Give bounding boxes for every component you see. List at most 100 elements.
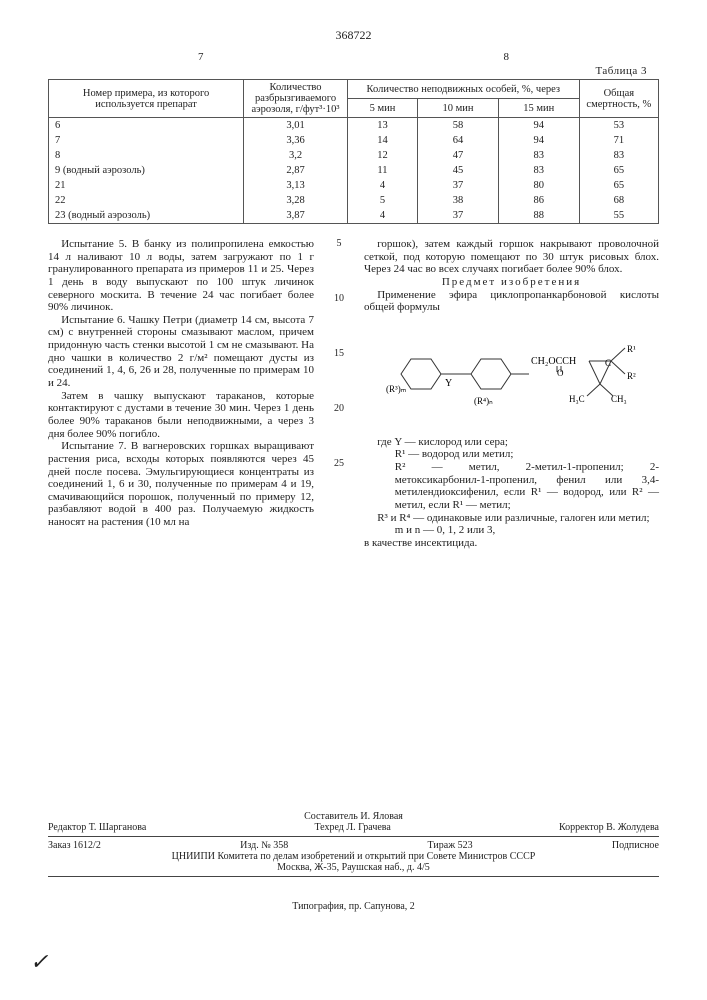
- right-p1: горшок), затем каждый горшок накрывают п…: [364, 238, 659, 276]
- cell: 3,13: [244, 178, 348, 193]
- cell: 23 (водный аэрозоль): [49, 208, 244, 224]
- cell: 11: [347, 163, 417, 178]
- document-footer: Составитель И. Яловая Редактор Т. Шарган…: [48, 811, 659, 880]
- where-r3r4: R³ и R⁴ — одинаковые или различные, гало…: [364, 512, 659, 525]
- body-text: Испытание 5. В банку из полипропилена ем…: [48, 238, 659, 550]
- cell: 14: [347, 133, 417, 148]
- f-y: Y: [445, 378, 452, 389]
- table-row: 223,285388668: [49, 193, 659, 208]
- cell: 6: [49, 118, 244, 134]
- ln-5: 5: [337, 238, 342, 249]
- cell: 37: [418, 178, 499, 193]
- column-numbers: 7 8: [48, 51, 659, 63]
- line-numbers: 5 10 15 20 25: [332, 238, 346, 550]
- ln-10: 10: [334, 293, 344, 304]
- f-ch2occh: CH₂OCCH: [531, 356, 576, 367]
- table-row: 9 (водный аэрозоль)2,8711458365: [49, 163, 659, 178]
- cell: 7: [49, 133, 244, 148]
- editor: Редактор Т. Шарганова: [48, 822, 146, 833]
- cell: 4: [347, 178, 417, 193]
- cell: 37: [418, 208, 499, 224]
- col-7: 7: [198, 51, 204, 63]
- ln-25: 25: [334, 458, 344, 469]
- cell: 86: [498, 193, 579, 208]
- table-row: 63,0113589453: [49, 118, 659, 134]
- where-r2: R² — метил, 2-метил-1-пропенил; 2-метокс…: [364, 461, 659, 512]
- cell: 12: [347, 148, 417, 163]
- table-row: 23 (водный аэрозоль)3,874378855: [49, 208, 659, 224]
- cell: 65: [579, 178, 658, 193]
- document-number: 368722: [48, 28, 659, 43]
- techred: Техред Л. Грачева: [314, 822, 390, 833]
- cell: 68: [579, 193, 658, 208]
- f-r2: R²: [627, 371, 636, 381]
- order-no: Заказ 1612/2: [48, 840, 101, 851]
- cell: 2,87: [244, 163, 348, 178]
- test-6b: Затем в чашку выпускают тараканов, котор…: [48, 390, 314, 441]
- th-15min: 15 мин: [498, 99, 579, 118]
- table-label: Таблица 3: [48, 65, 659, 77]
- invention-subject-head: Предмет изобретения: [364, 276, 659, 289]
- cell: 22: [49, 193, 244, 208]
- table-3: Номер примера, из которого используется …: [48, 79, 659, 224]
- cell: 58: [418, 118, 499, 134]
- cell: 3,01: [244, 118, 348, 134]
- cell: 3,28: [244, 193, 348, 208]
- cell: 45: [418, 163, 499, 178]
- cell: 71: [579, 133, 658, 148]
- th-example: Номер примера, из которого используется …: [83, 88, 209, 110]
- izd-no: Изд. № 358: [240, 840, 288, 851]
- cell: 47: [418, 148, 499, 163]
- cell: 83: [498, 148, 579, 163]
- th-5min: 5 мин: [347, 99, 417, 118]
- test-5: Испытание 5. В банку из полипропилена ем…: [48, 238, 314, 314]
- cell: 4: [347, 208, 417, 224]
- cell: 53: [579, 118, 658, 134]
- org-line-1: ЦНИИПИ Комитета по делам изобретений и о…: [48, 851, 659, 862]
- cell: 3,36: [244, 133, 348, 148]
- th-group-immobile: Количество неподвижных особей, %, через: [367, 84, 561, 95]
- col-8: 8: [504, 51, 510, 63]
- where-mn: m и n — 0, 1, 2 или 3,: [364, 524, 659, 537]
- where-r1: R¹ — водород или метил;: [364, 448, 659, 461]
- f-r1: R¹: [627, 344, 636, 354]
- tirazh: Тираж 523: [428, 840, 473, 851]
- ln-15: 15: [334, 348, 344, 359]
- formula-where: где Y — кислород или сера; R¹ — водород …: [364, 436, 659, 537]
- cell: 94: [498, 118, 579, 134]
- cell: 9 (водный аэрозоль): [49, 163, 244, 178]
- typography: Типография, пр. Сапунова, 2: [0, 901, 707, 912]
- cell: 55: [579, 208, 658, 224]
- f-r3m: (R³)ₘ: [386, 384, 407, 394]
- f-h3c: H₃C: [569, 394, 585, 404]
- cell: 65: [579, 163, 658, 178]
- left-column: Испытание 5. В банку из полипропилена ем…: [48, 238, 314, 550]
- table-row: 83,212478383: [49, 148, 659, 163]
- cell: 21: [49, 178, 244, 193]
- cell: 83: [579, 148, 658, 163]
- table-row: 213,134378065: [49, 178, 659, 193]
- cell: 80: [498, 178, 579, 193]
- as-insecticide: в качестве инсектицида.: [364, 537, 659, 550]
- right-p2: Применение эфира циклопропанкарбоновой к…: [364, 289, 659, 314]
- handwritten-mark: ✓: [30, 949, 48, 975]
- cell: 64: [418, 133, 499, 148]
- cell: 94: [498, 133, 579, 148]
- compiler: Составитель И. Яловая: [48, 811, 659, 822]
- podpisnoye: Подписное: [612, 840, 659, 851]
- th-mortality: Общая смертность, %: [586, 88, 651, 110]
- structural-formula: (R³)ₘ Y (R⁴)ₙ CH₂OCCH O R¹ R²: [364, 322, 659, 430]
- cell: 8: [49, 148, 244, 163]
- cell: 5: [347, 193, 417, 208]
- test-6: Испытание 6. Чашку Петри (диаметр 14 см,…: [48, 314, 314, 390]
- cell: 13: [347, 118, 417, 134]
- where-y: где Y — кислород или сера;: [364, 436, 659, 449]
- test-7: Испытание 7. В вагнеровских горшках выра…: [48, 440, 314, 528]
- right-column: горшок), затем каждый горшок накрывают п…: [364, 238, 659, 550]
- ln-20: 20: [334, 403, 344, 414]
- f-r4n: (R⁴)ₙ: [474, 396, 493, 406]
- org-line-2: Москва, Ж-35, Раушская наб., д. 4/5: [48, 862, 659, 873]
- th-10min: 10 мин: [418, 99, 499, 118]
- table-row: 73,3614649471: [49, 133, 659, 148]
- formula-svg: (R³)ₘ Y (R⁴)ₙ CH₂OCCH O R¹ R²: [379, 334, 659, 414]
